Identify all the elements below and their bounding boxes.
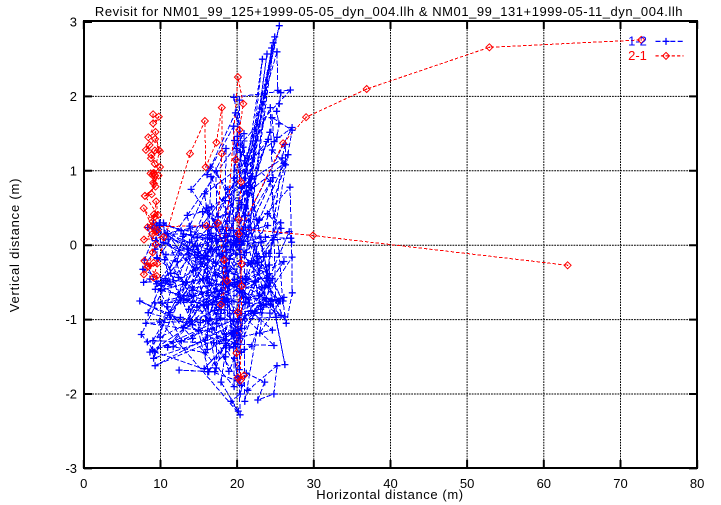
svg-text:40: 40 [383, 476, 397, 491]
svg-text:1-2: 1-2 [628, 33, 647, 48]
svg-text:10: 10 [153, 476, 167, 491]
svg-text:70: 70 [613, 476, 627, 491]
svg-text:-3: -3 [65, 461, 77, 476]
svg-text:Vertical distance (m): Vertical distance (m) [7, 178, 22, 313]
svg-text:0: 0 [80, 476, 87, 491]
svg-text:2: 2 [70, 89, 77, 104]
svg-text:Revisit for NM01_99_125+1999-0: Revisit for NM01_99_125+1999-05-05_dyn_0… [95, 4, 683, 19]
svg-text:2-1: 2-1 [628, 48, 647, 63]
svg-text:3: 3 [70, 15, 77, 30]
svg-text:-2: -2 [65, 387, 77, 402]
svg-text:-1: -1 [65, 312, 77, 327]
svg-text:50: 50 [460, 476, 474, 491]
svg-text:80: 80 [690, 476, 704, 491]
svg-text:60: 60 [537, 476, 551, 491]
svg-text:20: 20 [230, 476, 244, 491]
svg-text:1: 1 [70, 163, 77, 178]
svg-text:Horizontal distance (m): Horizontal distance (m) [316, 487, 463, 502]
svg-text:0: 0 [70, 238, 77, 253]
svg-text:30: 30 [307, 476, 321, 491]
